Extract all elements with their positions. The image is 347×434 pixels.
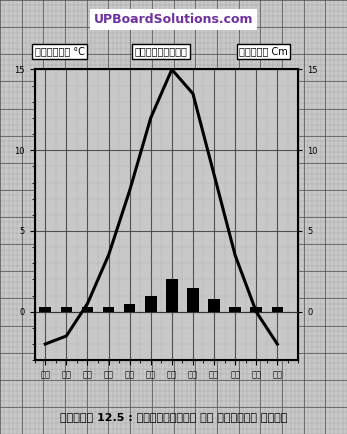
Bar [166,279,178,312]
Text: उपरिनिविक: उपरिनिविक [135,46,188,56]
Text: तापमान °C: तापमान °C [35,46,85,56]
Text: Solutions: Solutions [174,17,239,30]
Bar [60,307,72,312]
Text: UPBoardSolutions.com: UPBoardSolutions.com [94,13,253,26]
Text: वर्षा Cm: वर्षा Cm [239,46,288,56]
Bar [187,287,199,312]
Bar [208,299,220,312]
Bar [229,307,241,312]
Bar [271,307,283,312]
Text: चित्र 12.5 : उपरिनिविक का जलवायु आरेख: चित्र 12.5 : उपरिनिविक का जलवायु आरेख [60,411,287,422]
Bar [40,307,51,312]
Bar [145,296,156,312]
Bar [251,307,262,312]
Bar [103,307,115,312]
Bar [124,304,135,312]
Bar [82,307,93,312]
Text: UPBoard: UPBoard [113,17,174,30]
